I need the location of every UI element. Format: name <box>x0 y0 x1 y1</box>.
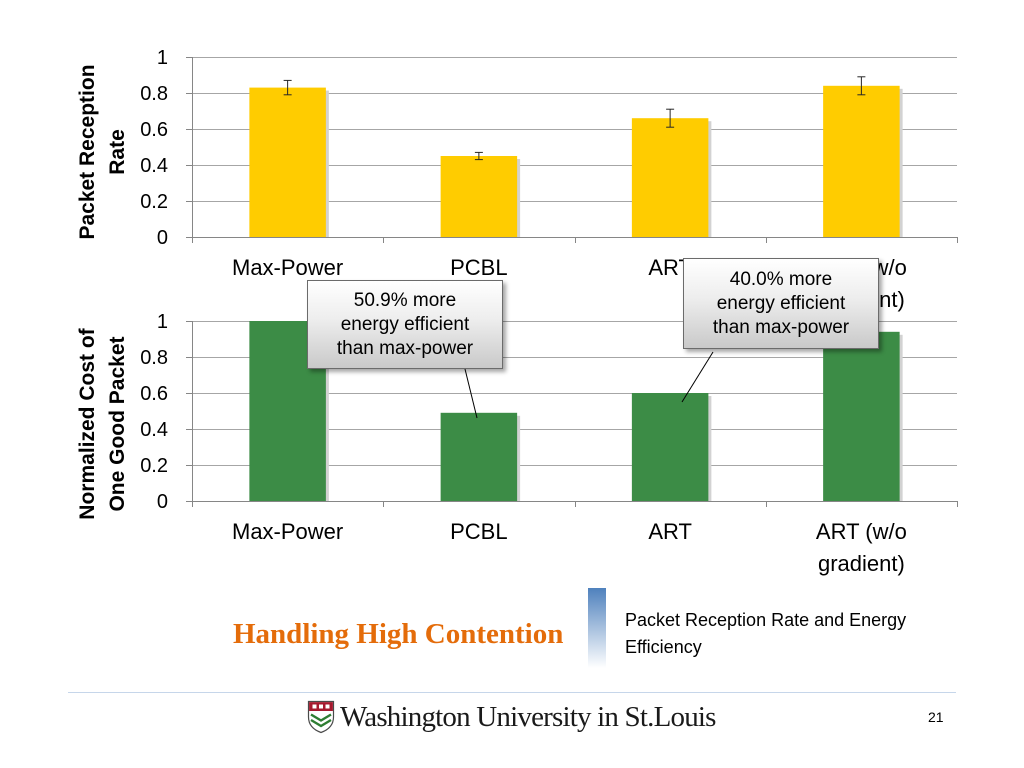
prr-bar <box>440 156 518 237</box>
cost-y-tick-label: 0 <box>156 490 168 513</box>
footer-divider <box>68 692 956 693</box>
prr-bar <box>631 118 709 237</box>
prr-y-tick-label: 0.2 <box>140 190 168 213</box>
prr-bar <box>249 87 326 237</box>
callout-pcbl-efficiency: 50.9% more energy efficient than max-pow… <box>307 280 503 369</box>
prr-y-tick-label: 0 <box>156 226 168 249</box>
shield-chevrons <box>310 713 332 728</box>
cost-x-tick-label: ART <box>648 519 692 544</box>
callout-text: 40.0% more energy efficient than max-pow… <box>712 268 850 338</box>
cost-y-tick-label: 0.2 <box>140 454 168 477</box>
slide-title: Handling High Contention <box>233 618 564 650</box>
prr-bar <box>823 85 900 237</box>
cost-bar <box>440 412 518 501</box>
prr-y-tick-label: 1 <box>156 46 168 69</box>
prr-y-tick-label: 0.6 <box>140 118 168 141</box>
university-logo-text: Washington University in St.Louis <box>340 700 716 733</box>
cost-bar <box>631 393 709 501</box>
university-shield-icon <box>307 700 335 734</box>
cost-y-tick-label: 0.6 <box>140 382 168 405</box>
cost-x-tick-label: Max-Power <box>232 519 344 544</box>
prr-y-tick-label: 0.8 <box>140 82 168 105</box>
accent-gradient-bar <box>588 588 606 668</box>
callout-pointer-pcbl <box>464 368 478 419</box>
callout-art-efficiency: 40.0% more energy efficient than max-pow… <box>683 258 879 349</box>
cost-y-tick-label: 0.8 <box>140 346 168 369</box>
page-number: 21 <box>928 709 944 725</box>
prr-y-tick-label: 0.4 <box>140 154 168 177</box>
university-logo: Washington University in St.Louis <box>307 699 716 735</box>
cost-x-tick-label: PCBL <box>450 519 508 544</box>
cost-y-tick-label: 1 <box>156 310 168 333</box>
shield-chief-mark <box>319 704 323 709</box>
shield-chief-mark <box>312 704 317 709</box>
cost-bar <box>823 331 900 501</box>
prr-x-tick-label: PCBL <box>450 255 508 280</box>
shield-chief-mark <box>325 704 330 709</box>
slide-caption: Packet Reception Rate and Energy Efficie… <box>625 610 907 657</box>
callout-pointer-art <box>681 351 714 403</box>
prr-x-tick-label: Max-Power <box>232 255 344 280</box>
cost-x-tick-label: ART (w/o gradient) <box>815 519 907 576</box>
callout-text: 50.9% more energy efficient than max-pow… <box>336 289 474 359</box>
cost-y-tick-label: 0.4 <box>140 418 168 441</box>
